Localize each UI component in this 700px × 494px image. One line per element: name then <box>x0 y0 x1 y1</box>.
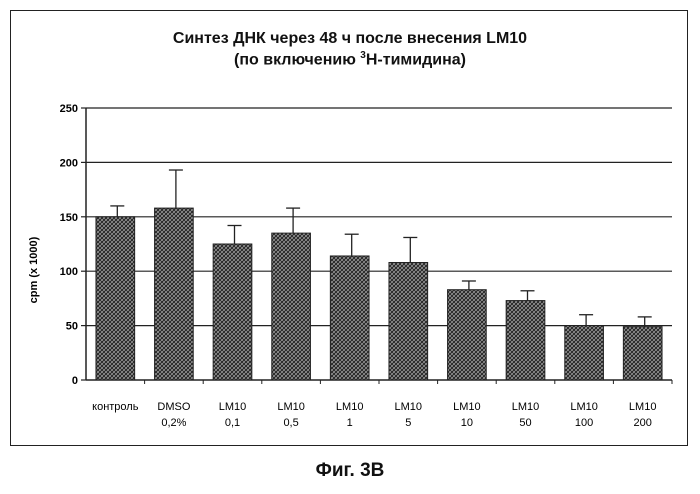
x-tick-label: 200 <box>634 417 652 429</box>
x-tick-label: LM10 <box>395 401 423 413</box>
bar <box>389 262 428 380</box>
x-tick-label: LM10 <box>277 401 305 413</box>
y-tick-label: 150 <box>60 212 78 224</box>
y-tick-label: 200 <box>60 157 78 169</box>
y-tick-label: 50 <box>66 321 78 333</box>
x-tick-label: 0,1 <box>225 417 240 429</box>
y-tick-label: 0 <box>72 375 78 387</box>
bar <box>565 326 604 380</box>
bar <box>330 256 369 380</box>
bar <box>448 290 487 380</box>
x-tick-label: 0,2% <box>161 417 186 429</box>
bar <box>506 301 545 380</box>
bar <box>96 217 135 380</box>
figure-caption: Фиг. 3В <box>0 460 700 482</box>
y-tick-label: 100 <box>60 266 78 278</box>
x-tick-label: 1 <box>347 417 353 429</box>
x-tick-label: 5 <box>405 417 411 429</box>
bar <box>213 244 252 380</box>
x-tick-label: LM10 <box>336 401 364 413</box>
x-tick-label: LM10 <box>219 401 247 413</box>
x-tick-label: LM10 <box>512 401 540 413</box>
bar <box>155 208 194 380</box>
y-tick-label: 250 <box>60 103 78 115</box>
x-tick-label: LM10 <box>629 401 657 413</box>
x-tick-label: 10 <box>461 417 473 429</box>
bar <box>623 327 662 380</box>
y-axis-label: cpm (x 1000) <box>28 236 40 303</box>
x-tick-label: 0,5 <box>283 417 298 429</box>
x-tick-label: 50 <box>519 417 531 429</box>
bar <box>272 233 311 380</box>
x-tick-label: DMSO <box>157 401 190 413</box>
x-tick-label: LM10 <box>453 401 481 413</box>
x-tick-label: 100 <box>575 417 593 429</box>
x-tick-label: LM10 <box>570 401 598 413</box>
x-tick-label: контроль <box>92 401 139 413</box>
